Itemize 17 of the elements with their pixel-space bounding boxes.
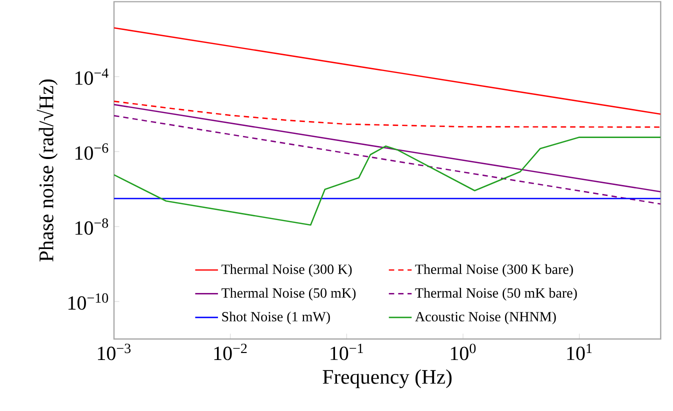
x-tick-label: 10$^{0}$ (450, 344, 476, 360)
x-tick-label: 10$^{−1}$ (330, 344, 363, 360)
x-tick-label: 10$^{−2}$ (214, 344, 247, 360)
legend-label: Thermal Noise (50 mK bare) (415, 288, 577, 301)
y-tick-label: 10$^{−8}$ (75, 218, 108, 235)
x-tick-label: 10$^{1}$ (567, 344, 592, 360)
x-axis-title: Frequency (Hz) (322, 369, 452, 388)
y-tick-label: 10$^{−4}$ (75, 68, 108, 85)
y-axis-title: Phase noise (rad/√Hz) (36, 79, 58, 262)
y-tick-label: 10$^{−6}$ (75, 143, 108, 160)
legend-label: Shot Noise (1 mW) (222, 312, 330, 324)
legend-label: Thermal Noise (50 mK) (222, 288, 356, 301)
legend-label: Thermal Noise (300 K bare) (415, 264, 573, 277)
y-tick-label: 10$^{−10}$ (68, 293, 108, 310)
legend-label: Acoustic Noise (NHNM) (415, 312, 556, 324)
legend-label: Thermal Noise (300 K) (222, 264, 352, 277)
x-tick-label: 10$^{−3}$ (98, 344, 131, 360)
